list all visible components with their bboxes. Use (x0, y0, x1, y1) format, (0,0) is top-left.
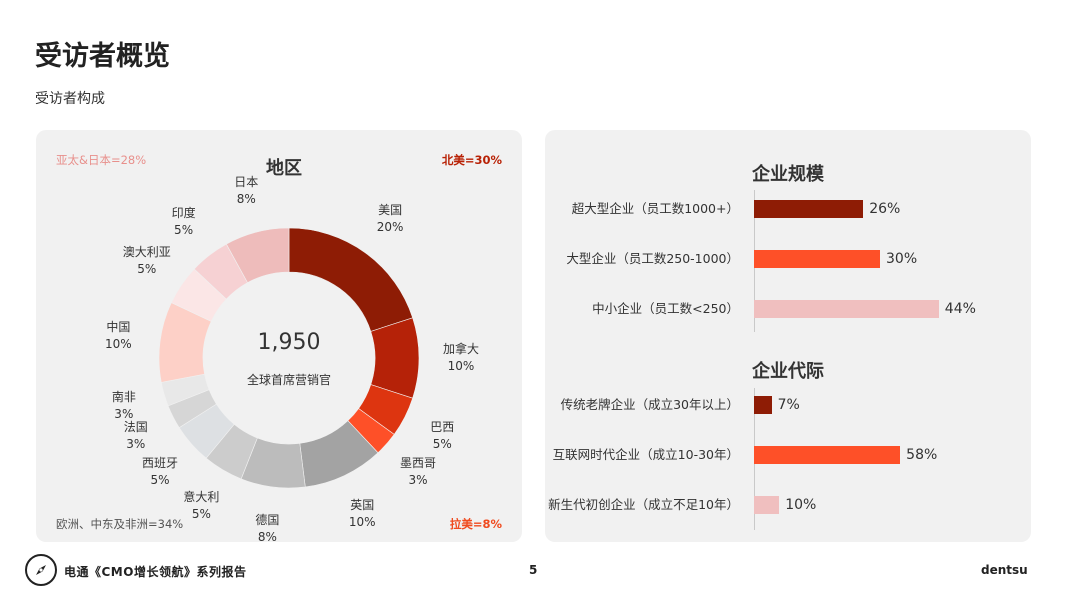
slice-name: 澳大利亚 (122, 245, 171, 260)
slice-label: 南非 3% (112, 389, 136, 423)
slice-label: 印度 5% (172, 205, 196, 239)
bar-value-label: 10% (785, 497, 817, 513)
bar (754, 300, 939, 318)
bar-category-label: 互联网时代企业（成立10-30年） (552, 447, 739, 462)
slice-label: 法国 3% (124, 419, 148, 453)
region-chart-title: 地区 (266, 158, 302, 179)
slice-name: 西班牙 (141, 455, 178, 470)
slice-name: 日本 (234, 175, 259, 190)
slice-label: 巴西 5% (430, 419, 454, 453)
slice-value: 5% (137, 262, 157, 277)
slice-name: 印度 (171, 206, 196, 221)
company-era-title: 企业代际 (752, 361, 824, 382)
slice-label: 德国 8% (255, 512, 279, 546)
slice-label: 墨西哥 3% (400, 455, 436, 489)
bar-category-label: 中小企业（员工数<250） (592, 301, 739, 316)
slice-name: 南非 (111, 389, 136, 404)
slice-name: 法国 (123, 420, 148, 435)
slice-label: 中国 10% (105, 319, 132, 353)
slice-name: 德国 (255, 512, 280, 527)
slice-label: 美国 20% (377, 202, 404, 236)
donut-slice-13 (225, 227, 290, 284)
footer-report-title: 电通《CMO增长领航》系列报告 (64, 565, 247, 579)
brand-wordmark: dentsu (981, 563, 1028, 577)
slice-name: 意大利 (183, 490, 220, 505)
page-subtitle: 受访者构成 (35, 91, 105, 107)
bar (754, 200, 864, 218)
bar-value-label: 44% (944, 301, 976, 317)
company-size-title: 企业规模 (752, 164, 824, 185)
compass-logo-icon (25, 554, 57, 586)
bar (754, 496, 780, 514)
slice-value: 10% (348, 514, 376, 529)
slice-value: 3% (114, 406, 134, 421)
slice-label: 意大利 5% (183, 489, 219, 523)
bar (754, 396, 772, 414)
bar-row: 中小企业（员工数<250） 44% (545, 299, 1031, 319)
region-panel: 亚太&日本=28% 北美=30% 欧洲、中东及非洲=34% 拉美=8% 地区 美… (36, 130, 522, 544)
slice-value: 5% (150, 472, 170, 487)
page-number: 5 (529, 563, 538, 577)
slice-value: 20% (376, 219, 404, 234)
bar (754, 250, 880, 268)
bar-category-label: 传统老牌企业（成立30年以上） (560, 397, 739, 412)
bar-row: 新生代初创企业（成立不足10年） 10% (545, 495, 1031, 515)
bar-row: 互联网时代企业（成立10-30年） 58% (545, 445, 1031, 465)
bar-row: 传统老牌企业（成立30年以上） 7% (545, 395, 1031, 415)
slice-value: 5% (174, 223, 194, 238)
slice-label: 英国 10% (349, 497, 376, 531)
slice-value: 3% (408, 472, 428, 487)
bar-category-label: 大型企业（员工数250-1000） (566, 251, 739, 266)
bar-value-label: 7% (777, 397, 800, 413)
slice-value: 8% (236, 192, 256, 207)
corner-label-latam: 拉美=8% (449, 517, 502, 531)
slice-value: 8% (257, 529, 277, 544)
company-panel: 企业规模 企业代际 超大型企业（员工数1000+） 26% 大型企业（员工数250-… (545, 130, 1031, 542)
corner-label-emea: 欧洲、中东及非洲=34% (56, 517, 184, 531)
slice-value: 10% (447, 359, 475, 373)
donut-center-caption: 全球首席营销官 (246, 373, 331, 387)
slice-name: 中国 (106, 320, 131, 335)
corner-label-apac: 亚太&日本=28% (56, 153, 147, 167)
slice-value: 5% (191, 507, 211, 522)
slice-name: 墨西哥 (400, 455, 437, 470)
slice-name: 英国 (350, 497, 375, 512)
slice-label: 日本 8% (234, 174, 258, 208)
bar-category-label: 超大型企业（员工数1000+） (571, 201, 739, 216)
bar-value-label: 26% (869, 201, 901, 217)
bar-category-label: 新生代初创企业（成立不足10年） (548, 497, 739, 512)
slice-value: 5% (432, 437, 452, 452)
page-title: 受访者概览 (35, 41, 170, 72)
bar-value-label: 30% (886, 251, 918, 267)
donut-center-value: 1,950 (257, 330, 321, 355)
slice-name: 巴西 (430, 420, 455, 435)
slice-label: 西班牙 5% (142, 455, 178, 489)
slice-label: 澳大利亚 5% (123, 244, 171, 278)
slice-value: 3% (126, 437, 146, 452)
bar-value-label: 58% (906, 447, 938, 463)
corner-label-north-america: 北美=30% (441, 153, 502, 167)
slice-name: 美国 (378, 202, 403, 217)
bar-row: 超大型企业（员工数1000+） 26% (545, 199, 1031, 219)
slice-label: 加拿大 10% (443, 341, 479, 375)
slice-value: 10% (105, 337, 132, 352)
region-donut-chart (158, 227, 420, 489)
donut-slice-0 (288, 227, 414, 332)
donut-slice-1 (370, 317, 420, 399)
slice-name: 加拿大 (442, 342, 480, 356)
bar-row: 大型企业（员工数250-1000） 30% (545, 249, 1031, 269)
bar (754, 446, 901, 464)
